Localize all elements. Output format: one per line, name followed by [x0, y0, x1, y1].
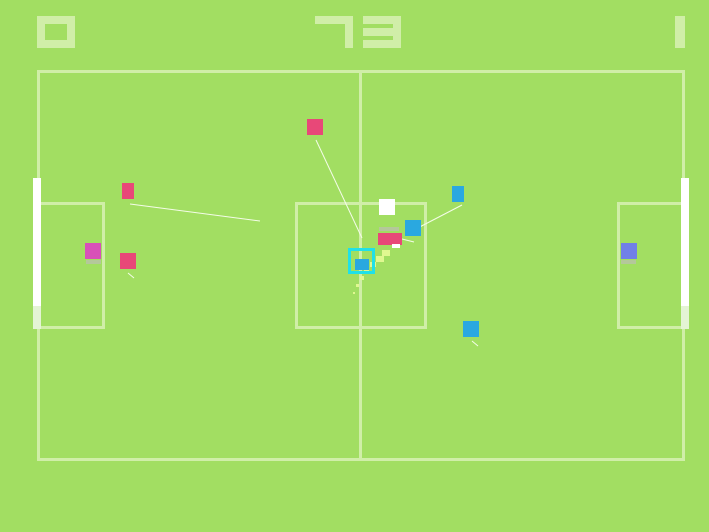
right-goal-post-base: [681, 306, 689, 329]
left-goal-post-base: [33, 306, 41, 329]
left-goal-post: [33, 178, 41, 306]
digit-segment: [675, 16, 685, 37]
digit-segment: [675, 27, 685, 48]
red-goalkeeper: [85, 243, 101, 259]
streak-dot: [353, 292, 355, 294]
digit-segment: [345, 16, 353, 36]
ball-marker: [392, 244, 400, 248]
center-box: [295, 202, 427, 329]
left-penalty-box: [37, 202, 105, 329]
digit-segment: [393, 28, 401, 48]
digit-segment: [67, 16, 75, 36]
ball: [379, 199, 395, 215]
digit-segment: [315, 16, 353, 24]
trail-line: [315, 139, 363, 239]
blue-team: [355, 186, 637, 337]
selection-cursor: [348, 248, 375, 274]
blue-player: [452, 186, 464, 202]
digit-segment: [37, 16, 45, 36]
blue-player: [405, 220, 421, 236]
digit-segment: [37, 28, 45, 48]
right-goal-post: [681, 178, 689, 306]
streak-dot: [356, 284, 359, 287]
red-player: [120, 253, 136, 269]
digit-segment: [67, 28, 75, 48]
digit-segment: [363, 28, 401, 36]
player-shadow: [621, 260, 636, 264]
trail-line: [129, 203, 261, 222]
score-left: [37, 16, 75, 48]
digit-segment: [37, 16, 75, 24]
trail-line: [127, 272, 135, 279]
digit-segment: [363, 16, 401, 24]
digit-segment: [393, 16, 401, 36]
streak-dot: [382, 250, 390, 256]
digit-segment: [363, 40, 401, 48]
red-player: [307, 119, 323, 135]
right-penalty-box: [617, 202, 685, 329]
streak-dot: [376, 256, 384, 262]
trail-line: [471, 340, 479, 347]
streak-dot: [364, 268, 369, 273]
right-goal: [681, 178, 689, 329]
blue-player: [463, 321, 479, 337]
score-right: [675, 16, 685, 48]
red-team: [85, 119, 402, 269]
blue-controlled-player: [355, 259, 369, 270]
digit-segment: [345, 28, 353, 48]
left-goal: [33, 178, 41, 329]
player-shadow: [86, 260, 101, 264]
match-timer: [315, 16, 401, 48]
shadows: [86, 227, 636, 264]
red-player: [378, 233, 402, 245]
red-player: [122, 183, 134, 199]
blue-goalkeeper: [621, 243, 637, 259]
player-shadow: [379, 227, 399, 231]
digit-segment: [37, 40, 75, 48]
streak-dot: [360, 276, 364, 280]
